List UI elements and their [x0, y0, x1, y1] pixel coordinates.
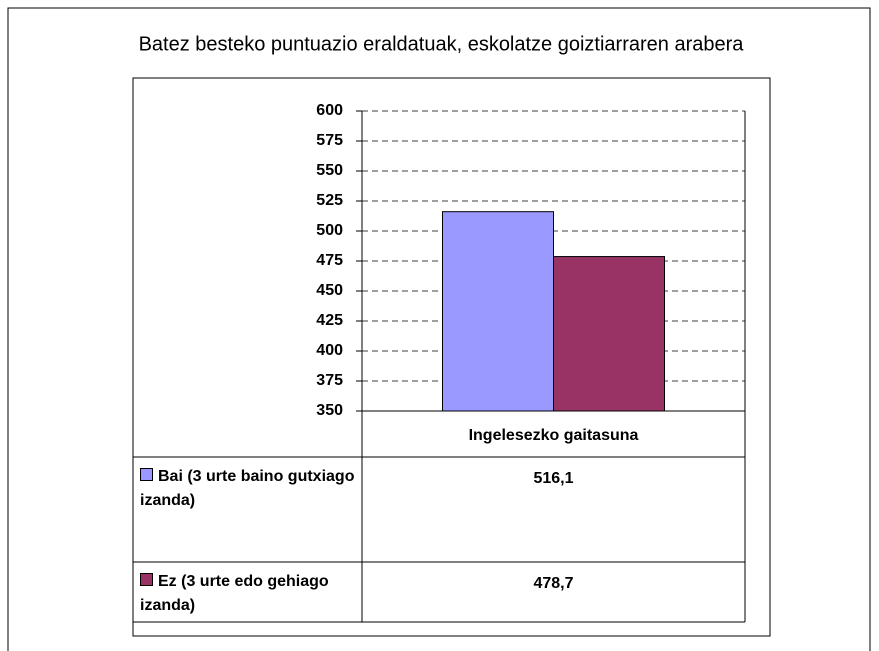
y-tick-label: 600 — [316, 102, 343, 119]
y-tick-label: 550 — [316, 162, 343, 179]
legend-label: Bai (3 urte baino gutxiago izanda) — [140, 468, 355, 509]
y-tick-label: 475 — [316, 252, 343, 269]
x-tick-label: Ingelesezko gaitasuna — [469, 427, 639, 444]
legend-swatch — [140, 468, 153, 481]
data-label: 478,7 — [533, 575, 573, 592]
y-tick-label: 400 — [316, 342, 343, 359]
bar — [442, 211, 554, 412]
y-tick-label: 350 — [316, 402, 343, 419]
data-label: 516,1 — [533, 470, 573, 487]
y-tick-label: 575 — [316, 132, 343, 149]
y-tick-label: 425 — [316, 312, 343, 329]
y-tick-label: 500 — [316, 222, 343, 239]
y-tick-label: 375 — [316, 372, 343, 389]
bar — [553, 256, 665, 412]
y-tick-label: 525 — [316, 192, 343, 209]
legend-entry: Ez (3 urte edo gehiago izanda) — [140, 570, 355, 618]
legend-swatch — [140, 573, 153, 586]
legend-label: Ez (3 urte edo gehiago izanda) — [140, 573, 329, 614]
y-tick-label: 450 — [316, 282, 343, 299]
legend-entry: Bai (3 urte baino gutxiago izanda) — [140, 465, 355, 513]
chart-title: Batez besteko puntuazio eraldatuak, esko… — [139, 33, 745, 55]
